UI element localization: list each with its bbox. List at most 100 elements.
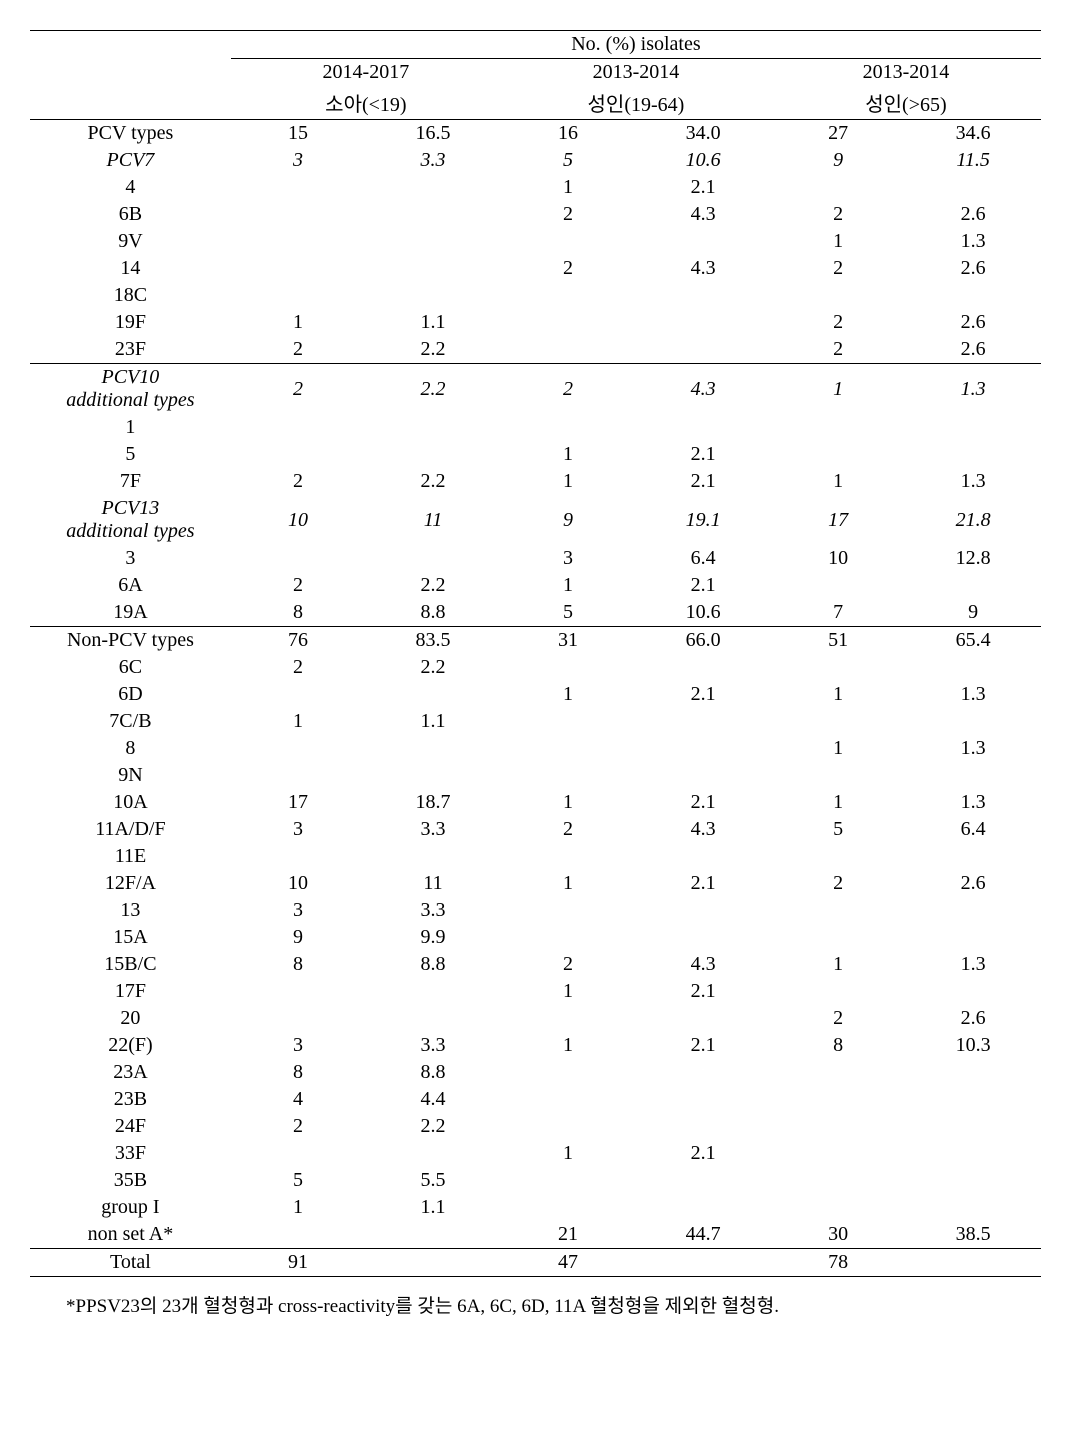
row-value: 91: [231, 1249, 365, 1277]
row-value: 66.0: [635, 627, 771, 655]
row-value: [501, 762, 635, 789]
row-label: 22(F): [30, 1032, 231, 1059]
table-row: 11A/D/F33.324.356.4: [30, 816, 1041, 843]
row-value: [231, 414, 365, 441]
row-label: PCV types: [30, 120, 231, 148]
row-value: [365, 735, 501, 762]
row-value: 2.2: [365, 572, 501, 599]
table-body: PCV types1516.51634.02734.6PCV733.3510.6…: [30, 120, 1041, 1277]
row-label: 11E: [30, 843, 231, 870]
row-value: 11: [365, 495, 501, 545]
table-row: PCV13additional types1011919.11721.8: [30, 495, 1041, 545]
row-value: [501, 735, 635, 762]
row-value: [635, 897, 771, 924]
row-value: [905, 1113, 1041, 1140]
table-row: 10A1718.712.111.3: [30, 789, 1041, 816]
row-value: 2.6: [905, 1005, 1041, 1032]
row-value: 2.6: [905, 336, 1041, 364]
row-value: [905, 414, 1041, 441]
row-value: 2: [231, 1113, 365, 1140]
row-value: 10: [231, 870, 365, 897]
row-value: [501, 414, 635, 441]
row-label: 13: [30, 897, 231, 924]
row-value: 34.6: [905, 120, 1041, 148]
row-value: 9.9: [365, 924, 501, 951]
row-value: 1: [771, 735, 905, 762]
table-row: 24F22.2: [30, 1113, 1041, 1140]
row-value: 1: [501, 789, 635, 816]
row-value: [501, 1167, 635, 1194]
table-row: PCV types1516.51634.02734.6: [30, 120, 1041, 148]
row-value: [771, 282, 905, 309]
row-value: [231, 1140, 365, 1167]
table-row: 35B55.5: [30, 1167, 1041, 1194]
row-value: 1: [231, 1194, 365, 1221]
row-value: [635, 1005, 771, 1032]
row-value: 2.1: [635, 572, 771, 599]
row-label: 35B: [30, 1167, 231, 1194]
row-value: [771, 1140, 905, 1167]
table-row: Total914778: [30, 1249, 1041, 1277]
row-value: 2.1: [635, 1032, 771, 1059]
row-value: 65.4: [905, 627, 1041, 655]
row-value: [501, 336, 635, 364]
row-value: 1: [501, 978, 635, 1005]
row-value: [365, 1140, 501, 1167]
row-value: 1.3: [905, 951, 1041, 978]
row-value: 2: [771, 1005, 905, 1032]
table-row: 19A88.8510.679: [30, 599, 1041, 627]
row-value: 2.1: [635, 1140, 771, 1167]
row-value: [365, 255, 501, 282]
row-value: 8: [771, 1032, 905, 1059]
row-value: 4.3: [635, 201, 771, 228]
row-value: 2.6: [905, 309, 1041, 336]
row-value: [231, 762, 365, 789]
row-value: [501, 1086, 635, 1113]
row-value: [231, 441, 365, 468]
row-value: 1: [501, 572, 635, 599]
row-value: 5: [501, 147, 635, 174]
row-value: [231, 843, 365, 870]
row-value: 1: [771, 468, 905, 495]
table-row: 9V11.3: [30, 228, 1041, 255]
table-row: 23B44.4: [30, 1086, 1041, 1113]
row-label: 9V: [30, 228, 231, 255]
row-value: [365, 762, 501, 789]
row-value: 51: [771, 627, 905, 655]
row-value: [905, 924, 1041, 951]
table-row: 7C/B11.1: [30, 708, 1041, 735]
row-value: [905, 1194, 1041, 1221]
row-value: 2.1: [635, 441, 771, 468]
row-label: 19F: [30, 309, 231, 336]
row-value: 1.3: [905, 735, 1041, 762]
row-value: 12.8: [905, 545, 1041, 572]
row-value: 2: [501, 816, 635, 843]
row-value: [771, 572, 905, 599]
row-value: 11: [365, 870, 501, 897]
row-value: 16: [501, 120, 635, 148]
row-value: [231, 1005, 365, 1032]
row-value: 7: [771, 599, 905, 627]
row-value: 78: [771, 1249, 905, 1277]
row-value: [231, 545, 365, 572]
row-value: 2: [231, 468, 365, 495]
row-value: 10.6: [635, 147, 771, 174]
row-value: [365, 228, 501, 255]
row-label: group I: [30, 1194, 231, 1221]
row-value: [365, 681, 501, 708]
row-value: [635, 762, 771, 789]
table-row: 512.1: [30, 441, 1041, 468]
table-row: 6D12.111.3: [30, 681, 1041, 708]
row-value: 34.0: [635, 120, 771, 148]
table-row: non set A*2144.73038.5: [30, 1221, 1041, 1249]
row-value: 31: [501, 627, 635, 655]
row-value: 4: [231, 1086, 365, 1113]
row-value: 9: [905, 599, 1041, 627]
table-row: 33F12.1: [30, 1140, 1041, 1167]
table-header: No. (%) isolates 2014-2017 2013-2014 201…: [30, 31, 1041, 120]
row-value: 4.3: [635, 951, 771, 978]
row-value: 9: [231, 924, 365, 951]
row-value: 8.8: [365, 1059, 501, 1086]
row-value: [905, 843, 1041, 870]
row-value: 2.2: [365, 654, 501, 681]
